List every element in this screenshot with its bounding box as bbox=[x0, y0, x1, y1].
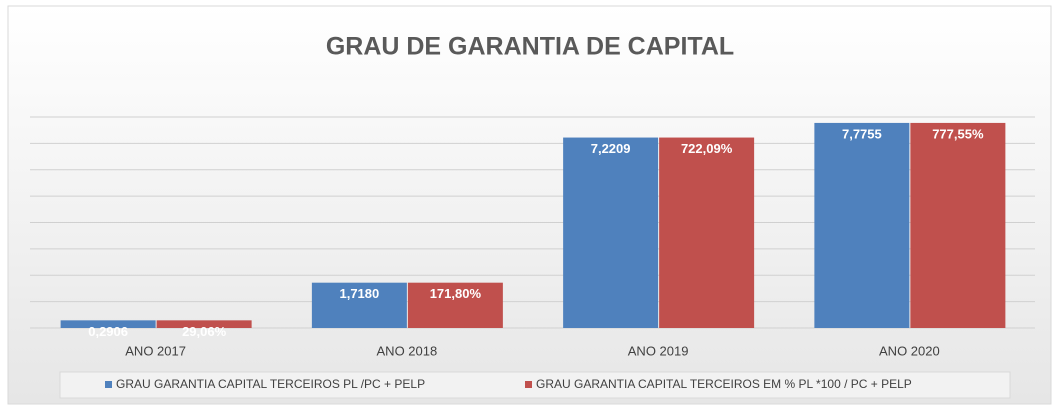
bar bbox=[814, 122, 910, 328]
chart-title: GRAU DE GARANTIA DE CAPITAL bbox=[326, 33, 734, 61]
x-tick-label: ANO 2020 bbox=[879, 343, 940, 358]
bar bbox=[311, 282, 407, 328]
legend-box bbox=[59, 371, 1011, 399]
bar bbox=[910, 122, 1006, 328]
bar bbox=[156, 320, 252, 328]
legend-marker bbox=[105, 381, 112, 388]
data-label: 0,2906 bbox=[88, 324, 128, 339]
bar bbox=[60, 320, 156, 328]
data-label: 777,55% bbox=[932, 126, 984, 141]
legend-marker bbox=[525, 381, 532, 388]
x-tick-label: ANO 2018 bbox=[377, 343, 438, 358]
legend-label: GRAU GARANTIA CAPITAL TERCEIROS EM % PL … bbox=[536, 377, 912, 391]
data-label: 722,09% bbox=[681, 141, 733, 156]
data-label: 7,7755 bbox=[842, 126, 882, 141]
x-tick-label: ANO 2019 bbox=[628, 343, 689, 358]
bar bbox=[407, 282, 503, 328]
legend-label: GRAU GARANTIA CAPITAL TERCEIROS PL /PC +… bbox=[116, 377, 425, 391]
bar bbox=[563, 137, 659, 328]
bar bbox=[659, 137, 755, 328]
data-label: 29,06% bbox=[182, 324, 227, 339]
data-label: 1,7180 bbox=[339, 286, 379, 301]
data-label: 7,2209 bbox=[591, 141, 631, 156]
x-tick-label: ANO 2017 bbox=[125, 343, 186, 358]
data-label: 171,80% bbox=[430, 286, 482, 301]
